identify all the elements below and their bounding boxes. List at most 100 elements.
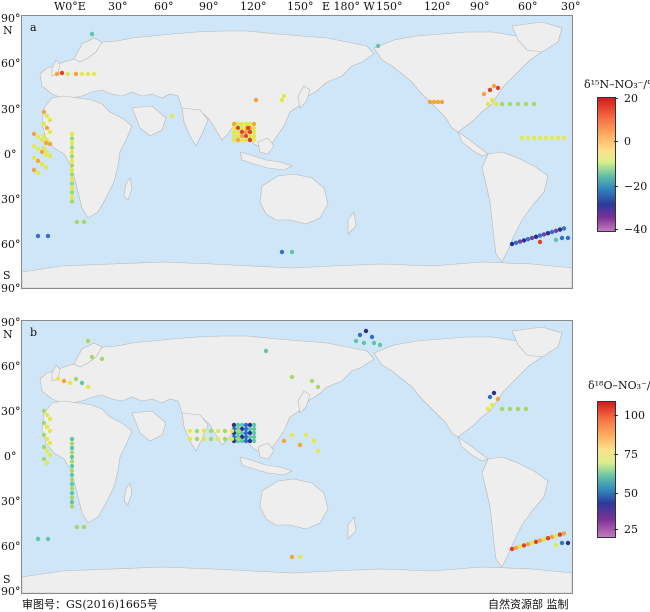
sample-point [523, 101, 529, 107]
lat-label: 30° [1, 103, 21, 116]
sample-point [69, 172, 75, 177]
britain [51, 59, 61, 77]
world-map-b [22, 326, 572, 593]
sample-point [487, 87, 493, 93]
sample-point [235, 129, 241, 135]
sample-point [247, 426, 253, 432]
panel-letter: a [30, 21, 37, 34]
sample-point [65, 71, 71, 77]
sample-point [231, 422, 237, 428]
sample-point [251, 422, 257, 428]
sample-point [243, 438, 249, 444]
sample-point [169, 113, 175, 119]
sample-point [557, 532, 563, 537]
sample-point [235, 422, 241, 428]
scandinavia [73, 37, 103, 63]
sample-point [251, 129, 257, 135]
sample-point [247, 430, 253, 436]
north-america [373, 31, 543, 133]
sample-point [43, 152, 49, 158]
lon-label: 30° [561, 0, 581, 13]
new-zealand [347, 211, 357, 235]
sample-point [47, 153, 53, 159]
sample-point [251, 430, 257, 436]
sample-point [489, 97, 495, 103]
sample-point [35, 170, 41, 176]
sample-point [44, 460, 50, 466]
sample-point [247, 434, 253, 440]
lon-label: 90° [199, 0, 219, 13]
sample-point [519, 135, 525, 141]
sample-point [236, 436, 242, 442]
sample-point [281, 93, 287, 99]
sample-point [69, 477, 75, 482]
sample-point [303, 432, 309, 438]
north-label: N [3, 24, 13, 37]
sample-point [289, 554, 295, 560]
sample-point [559, 235, 565, 241]
antarctica [22, 566, 572, 593]
north-america [373, 336, 543, 438]
sample-point [201, 428, 207, 434]
sample-point [377, 342, 383, 348]
colorbar-tick: −40 [624, 223, 648, 236]
sample-point [89, 354, 95, 360]
sample-point [543, 135, 549, 141]
sample-point [309, 378, 315, 384]
colorbar-tickmark [614, 186, 618, 187]
sample-point [61, 378, 67, 384]
sample-point [251, 434, 257, 440]
sample-point [549, 534, 555, 540]
sample-point [47, 452, 53, 458]
sample-point [229, 428, 235, 434]
sample-point [85, 338, 91, 344]
sample-point [361, 340, 367, 346]
sample-point [236, 428, 242, 434]
sample-point [509, 546, 515, 552]
sample-point [69, 136, 75, 141]
india [181, 107, 209, 147]
sample-point [69, 163, 75, 168]
scandinavia [73, 342, 103, 368]
sample-point [553, 228, 559, 233]
colorbar-a [597, 97, 616, 232]
sample-point [521, 238, 527, 243]
sample-point [533, 539, 539, 544]
sample-point [485, 406, 491, 412]
sample-point [31, 155, 37, 161]
sample-point [493, 101, 499, 107]
australia [259, 478, 329, 530]
sample-point [549, 229, 555, 235]
sample-point [553, 237, 559, 243]
sample-point [253, 97, 259, 103]
sample-point [523, 406, 529, 412]
sample-point [31, 131, 37, 137]
india [181, 412, 209, 452]
south-label: S [3, 573, 11, 586]
sample-point [69, 459, 75, 464]
sample-point [481, 91, 487, 97]
sample-point [239, 422, 245, 428]
colorbar-tick: 50 [624, 487, 638, 500]
antarctica [22, 261, 572, 288]
sample-point [375, 43, 381, 49]
sample-point [44, 113, 50, 119]
sample-point [44, 424, 50, 430]
sample-point [239, 129, 245, 135]
sample-point [69, 490, 75, 496]
madagascar [123, 177, 133, 201]
lat-label: 60° [1, 360, 21, 373]
south-america [481, 456, 549, 568]
sample-point [79, 71, 85, 77]
map-panel-b: b [21, 320, 573, 594]
sample-point [69, 450, 75, 455]
sample-point [69, 481, 75, 487]
sample-point [69, 194, 75, 200]
sample-point [517, 239, 523, 244]
greenland [511, 21, 563, 53]
sample-point [235, 133, 241, 139]
sample-point [99, 356, 105, 362]
sample-point [297, 442, 303, 448]
sample-point [235, 137, 241, 143]
sample-point [557, 227, 563, 232]
